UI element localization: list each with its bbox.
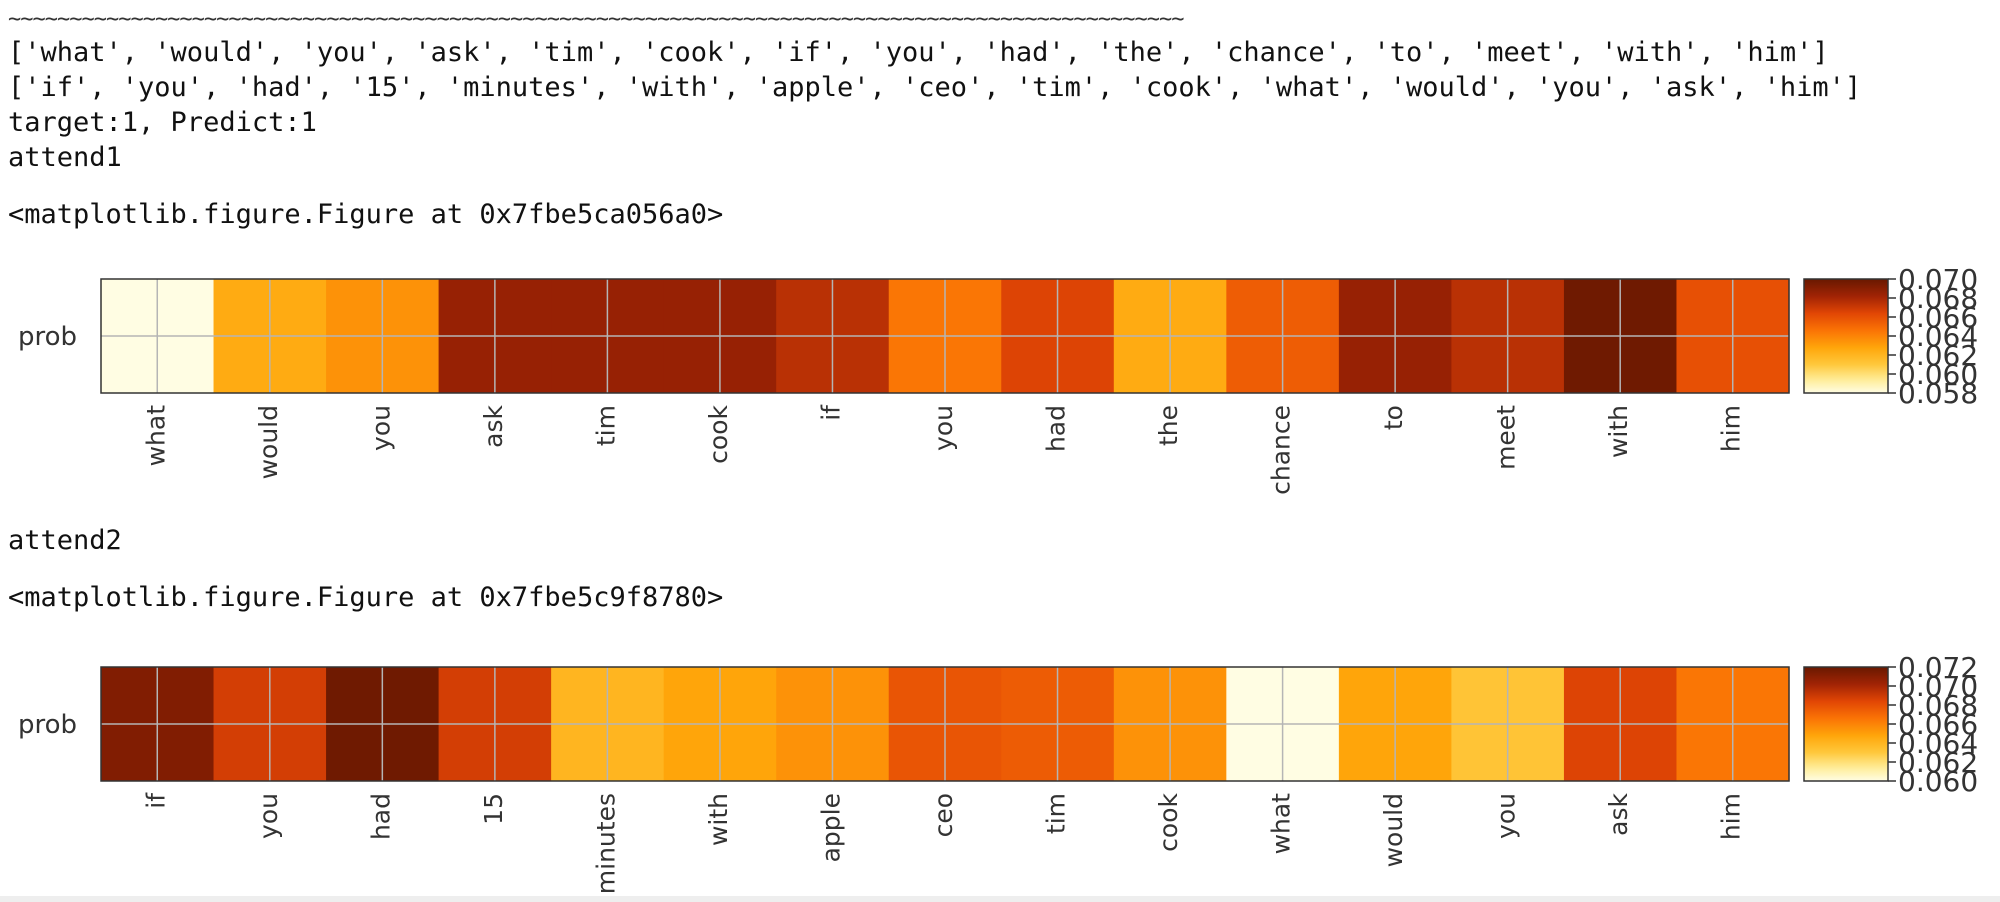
sentence2-tokens: ['if', 'you', 'had', '15', 'minutes', 'w… [8, 72, 1862, 103]
heatmap2-xtick-label-12: you [1492, 793, 1521, 839]
heatmap2-xtick-label-4: minutes [591, 793, 620, 894]
heatmap1-xtick-label-4: tim [591, 405, 620, 446]
heatmap1-xtick-label-7: you [929, 405, 958, 451]
heatmap2-xtick-label-7: ceo [929, 793, 958, 837]
heatmap2-xtick-label-14: him [1717, 793, 1746, 840]
heatmap1-xtick-label-2: you [366, 405, 395, 451]
heatmap2-ytick-label: prob [18, 710, 77, 740]
heatmap2-xtick-label-3: 15 [479, 793, 508, 825]
heatmap1-xtick-label-8: had [1042, 405, 1071, 452]
heatmap2-xtick-label-5: with [704, 793, 733, 846]
heatmap1-xtick-label-11: to [1379, 405, 1408, 430]
separator-line: ~~~~~~~~~~~~~~~~~~~~~~~~~~~~~~~~~~~~~~~~… [8, 7, 1185, 32]
colorbar2-tick-label-6: 0.072 [1898, 651, 1978, 684]
colorbar1-tick-label-1: 0.060 [1898, 358, 1978, 391]
colorbar1-tick-label-3: 0.064 [1898, 320, 1978, 353]
heatmap2-xtick-label-13: ask [1604, 792, 1633, 835]
heatmap2-xtick-label-8: tim [1042, 793, 1071, 834]
heatmap1-xtick-label-0: what [141, 405, 170, 467]
colorbar1-tick-label-6: 0.070 [1898, 263, 1978, 296]
heatmap2-xtick-label-1: you [254, 793, 283, 839]
heatmap2-frame [100, 666, 1790, 782]
heatmap1-xtick-label-6: if [816, 404, 845, 421]
heatmap2-xtick-label-0: if [141, 792, 170, 809]
figure1-repr: <matplotlib.figure.Figure at 0x7fbe5ca05… [8, 199, 724, 230]
heatmap1-xtick-label-10: chance [1267, 405, 1296, 495]
heatmap1-xtick-label-1: would [254, 405, 283, 479]
heatmap2-xtick-label-6: apple [816, 793, 845, 862]
colorbar1-tick-label-0: 0.058 [1898, 377, 1978, 410]
attention-heatmap-1: prob what would you ask tim cook if you had the cha… [18, 263, 1978, 495]
colorbar2 [1803, 666, 1889, 782]
colorbar2-tick-label-4: 0.068 [1898, 689, 1978, 722]
heatmap1-frame [100, 278, 1790, 394]
attention-heatmap-2: prob if you had 15 minutes with apple ceo tim cook… [18, 651, 1978, 894]
sentence1-tokens: ['what', 'would', 'you', 'ask', 'tim', '… [8, 37, 1829, 68]
heatmap2-xtick-label-10: what [1267, 793, 1296, 855]
figure2-repr: <matplotlib.figure.Figure at 0x7fbe5c9f8… [8, 582, 724, 613]
attend1-label: attend1 [8, 142, 122, 173]
heatmap1-xtick-label-5: cook [704, 404, 733, 463]
heatmap1-xtick-label-9: the [1154, 405, 1183, 446]
heatmap1-xtick-label-12: meet [1492, 405, 1521, 470]
colorbar1-tick-label-2: 0.062 [1898, 339, 1978, 372]
colorbar2-tick-label-1: 0.062 [1898, 746, 1978, 779]
output-bottom-edge [0, 896, 2000, 902]
heatmap2-xtick-label-9: cook [1154, 792, 1183, 851]
heatmap1-xtick-label-13: with [1604, 405, 1633, 458]
colorbar1-tick-label-5: 0.068 [1898, 282, 1978, 315]
colorbar1-tick-label-4: 0.066 [1898, 301, 1978, 334]
colorbar2-tick-label-2: 0.064 [1898, 727, 1978, 760]
colorbar2-tick-label-3: 0.066 [1898, 708, 1978, 741]
attend2-label: attend2 [8, 525, 122, 556]
heatmap1-ytick-label: prob [18, 322, 77, 352]
heatmap2-xtick-label-11: would [1379, 793, 1408, 867]
heatmap1-xtick-label-3: ask [479, 404, 508, 447]
colorbar2-tick-label-5: 0.070 [1898, 670, 1978, 703]
heatmap1-xtick-label-14: him [1717, 405, 1746, 452]
heatmap2-xtick-label-2: had [366, 793, 395, 840]
colorbar2-tick-label-0: 0.060 [1898, 765, 1978, 798]
prediction-result: target:1, Predict:1 [8, 107, 317, 138]
colorbar1 [1803, 278, 1889, 394]
